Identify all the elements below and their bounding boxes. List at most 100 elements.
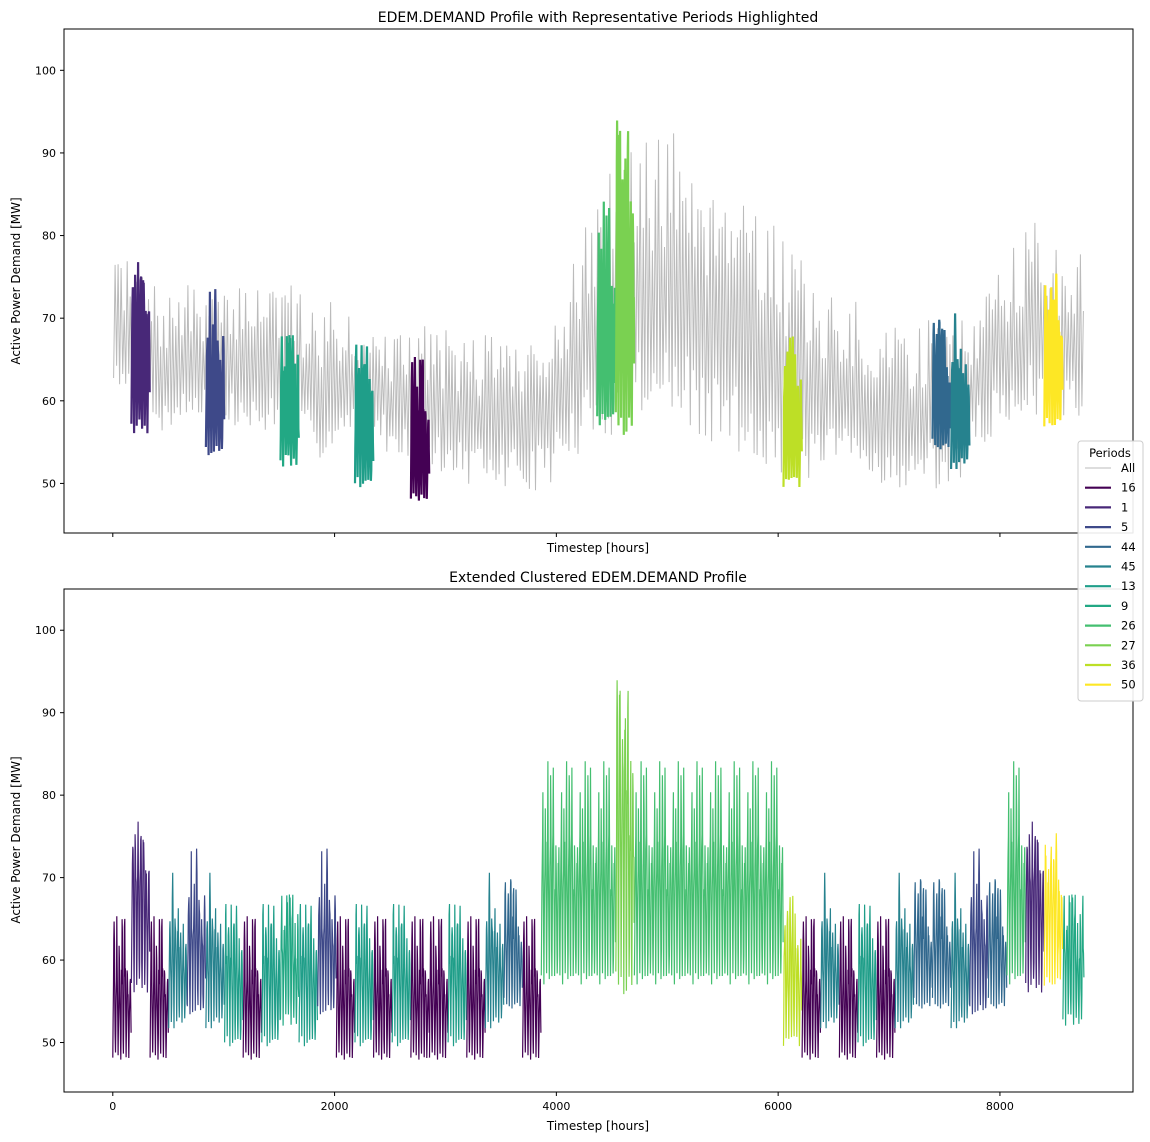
line-series-period-44 bbox=[931, 319, 952, 450]
line-segment-period-16 bbox=[373, 916, 393, 1060]
x-tick-label: 0 bbox=[109, 1100, 116, 1113]
x-tick-label: 6000 bbox=[764, 1100, 792, 1113]
line-segment-period-44 bbox=[913, 879, 933, 1009]
line-series-period-16 bbox=[409, 356, 431, 501]
y-tick-label: 60 bbox=[42, 395, 56, 408]
line-segment-period-16 bbox=[522, 916, 542, 1060]
top-data-lines bbox=[113, 120, 1084, 501]
line-segment-period-16 bbox=[149, 916, 169, 1060]
y-tick-label: 50 bbox=[42, 1037, 56, 1050]
line-series-period-13 bbox=[353, 344, 375, 488]
line-segment-period-45 bbox=[168, 872, 188, 1029]
line-segment-period-27 bbox=[615, 680, 635, 995]
bottom-x-axis-ticks: 0 2000 4000 6000 8000 bbox=[109, 1092, 1014, 1113]
bottom-y-axis-label: Active Power Demand [MW] bbox=[9, 756, 23, 923]
y-tick-label: 90 bbox=[42, 147, 56, 160]
legend-label-5: 5 bbox=[1121, 520, 1128, 534]
line-segment-period-5 bbox=[969, 848, 989, 1015]
line-segment-period-36 bbox=[782, 895, 803, 1047]
y-tick-label: 90 bbox=[42, 707, 56, 720]
line-series-period-36 bbox=[782, 336, 803, 488]
line-series-period-26 bbox=[596, 201, 617, 426]
bottom-plot-frame bbox=[63, 588, 1134, 1093]
line-segment-period-45 bbox=[484, 872, 505, 1029]
line-segment-period-5 bbox=[317, 848, 337, 1015]
line-series-period-27 bbox=[614, 120, 636, 435]
line-segment-period-16 bbox=[801, 916, 821, 1060]
line-segment-period-50 bbox=[1043, 833, 1064, 986]
line-segment-period-45 bbox=[950, 872, 970, 1029]
legend-label-9: 9 bbox=[1121, 599, 1128, 613]
legend-box bbox=[1077, 440, 1144, 702]
bottom-chart-title: Extended Clustered EDEM.DEMAND Profile bbox=[449, 570, 747, 586]
legend: Periods All 16 1 5 44 45 13 9 26 27 36 50 bbox=[1077, 440, 1144, 702]
top-panel: EDEM.DEMAND Profile with Representative … bbox=[9, 10, 1134, 555]
line-segment-period-16 bbox=[876, 916, 896, 1060]
line-segment-period-9 bbox=[1062, 894, 1085, 1026]
line-series-period-5 bbox=[204, 289, 226, 456]
line-series-period-9 bbox=[279, 335, 300, 467]
line-segment-period-45 bbox=[205, 872, 225, 1029]
legend-label-44: 44 bbox=[1121, 540, 1136, 554]
bottom-data-lines bbox=[112, 680, 1085, 1060]
legend-label-13: 13 bbox=[1121, 579, 1136, 593]
top-chart-title: EDEM.DEMAND Profile with Representative … bbox=[378, 10, 818, 26]
line-segment-period-16 bbox=[838, 916, 859, 1060]
top-x-axis-label: Timestep [hours] bbox=[546, 541, 649, 555]
line-segment-period-13 bbox=[298, 903, 318, 1047]
x-tick-label: 4000 bbox=[542, 1100, 570, 1113]
line-series-period-1 bbox=[130, 262, 151, 434]
line-segment-period-9 bbox=[279, 894, 300, 1026]
line-segment-period-45 bbox=[820, 872, 840, 1029]
line-segment-period-16 bbox=[335, 916, 356, 1060]
y-tick-label: 80 bbox=[42, 789, 56, 802]
top-y-axis-ticks: 50 60 70 80 90 100 bbox=[35, 64, 64, 490]
line-segment-period-13 bbox=[391, 903, 412, 1047]
legend-label-26: 26 bbox=[1121, 619, 1136, 633]
y-tick-label: 80 bbox=[42, 230, 56, 243]
line-series-period-50 bbox=[1043, 273, 1064, 427]
line-segment-period-5 bbox=[186, 848, 207, 1015]
legend-label-all: All bbox=[1121, 461, 1135, 475]
legend-title: Periods bbox=[1089, 446, 1131, 460]
line-series-period-45 bbox=[950, 313, 971, 470]
line-segment-period-26 bbox=[540, 761, 617, 985]
top-x-axis-ticks bbox=[112, 533, 1001, 537]
line-segment-period-44 bbox=[503, 879, 523, 1009]
line-segment-period-13 bbox=[224, 903, 244, 1047]
line-segment-period-16 bbox=[242, 916, 263, 1060]
y-tick-label: 50 bbox=[42, 477, 56, 490]
line-segment-period-13 bbox=[261, 903, 281, 1047]
top-y-axis-label: Active Power Demand [MW] bbox=[9, 197, 23, 364]
line-segment-period-26 bbox=[633, 761, 784, 985]
line-segment-period-16 bbox=[410, 916, 430, 1060]
line-segment-period-1 bbox=[1025, 821, 1045, 993]
x-tick-label: 2000 bbox=[321, 1100, 349, 1113]
line-segment-period-45 bbox=[894, 872, 915, 1029]
y-tick-label: 70 bbox=[42, 872, 56, 885]
legend-label-1: 1 bbox=[1121, 500, 1128, 514]
top-plot-frame bbox=[63, 28, 1134, 534]
line-segment-period-26 bbox=[1006, 761, 1026, 985]
legend-items: All 16 1 5 44 45 13 9 26 27 36 50 bbox=[1085, 461, 1136, 692]
legend-label-16: 16 bbox=[1121, 481, 1136, 495]
y-tick-label: 70 bbox=[42, 312, 56, 325]
legend-label-36: 36 bbox=[1121, 658, 1136, 672]
legend-label-45: 45 bbox=[1121, 560, 1136, 574]
line-segment-period-13 bbox=[354, 903, 374, 1047]
line-segment-period-16 bbox=[428, 916, 449, 1060]
bottom-panel: Extended Clustered EDEM.DEMAND Profile 5… bbox=[9, 570, 1134, 1133]
x-tick-label: 8000 bbox=[986, 1100, 1014, 1113]
line-segment-period-13 bbox=[447, 903, 467, 1047]
line-segment-period-13 bbox=[857, 903, 877, 1047]
y-tick-label: 100 bbox=[35, 64, 56, 77]
y-tick-label: 60 bbox=[42, 954, 56, 967]
line-segment-period-1 bbox=[130, 821, 151, 993]
bottom-y-axis-ticks: 50 60 70 80 90 100 bbox=[35, 624, 64, 1050]
line-segment-period-44 bbox=[931, 879, 952, 1009]
legend-label-50: 50 bbox=[1121, 678, 1136, 692]
line-segment-period-16 bbox=[466, 916, 486, 1060]
legend-label-27: 27 bbox=[1121, 638, 1136, 652]
y-tick-label: 100 bbox=[35, 624, 56, 637]
